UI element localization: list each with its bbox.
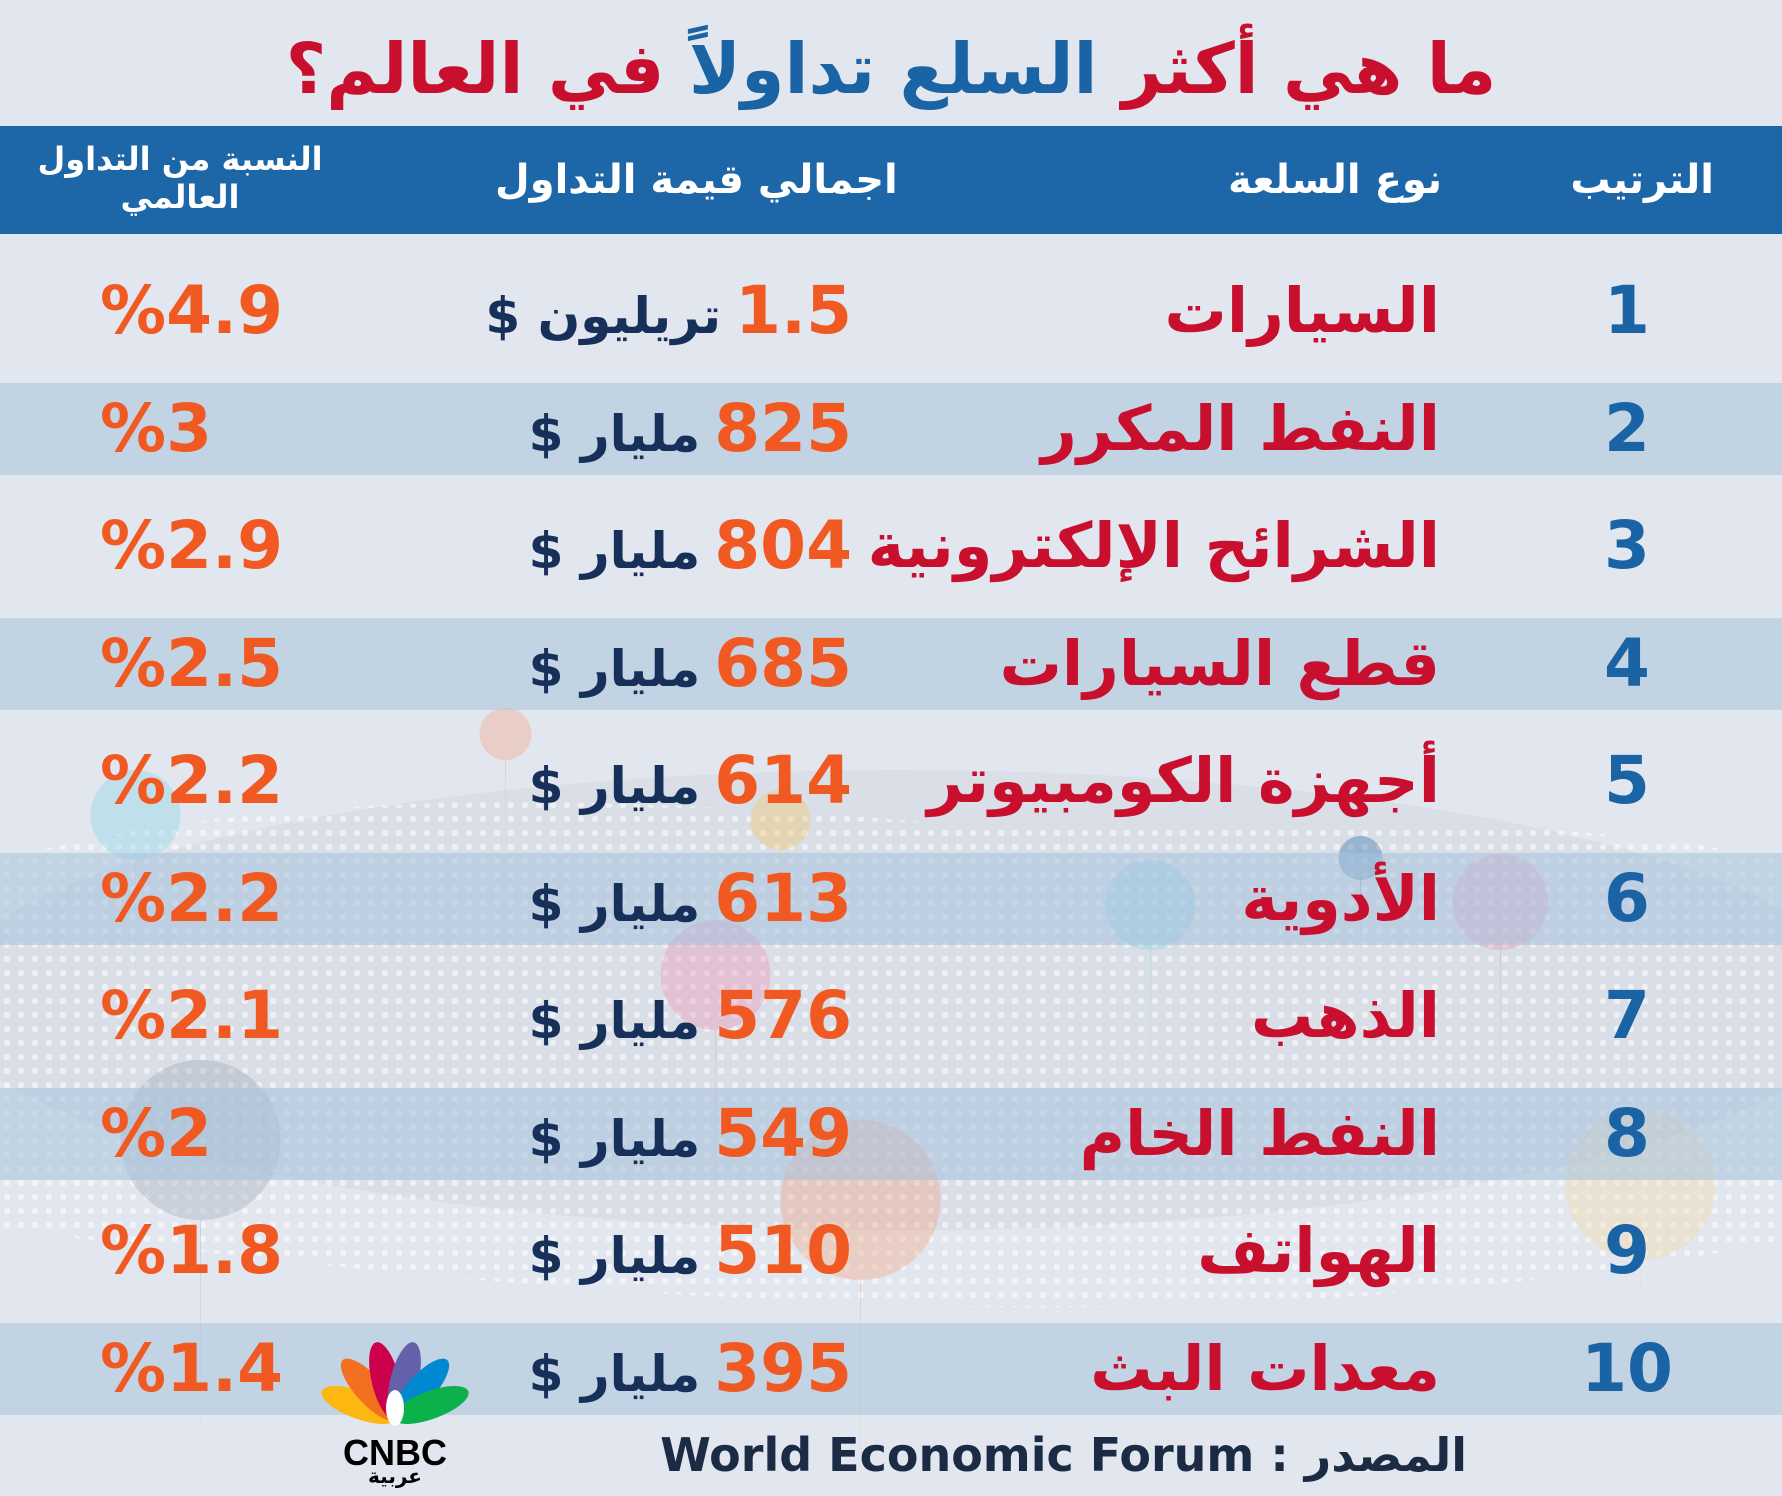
table-row: 9 الهواتف 510مليار $ %1.8 [0, 1205, 1782, 1297]
table-row: 2 النفط المكرر 825مليار $ %3 [0, 382, 1782, 475]
header-type: نوع السلعة [1228, 157, 1442, 203]
share-cell: %1.8 [100, 1212, 284, 1289]
value-unit: مليار $ [528, 404, 701, 463]
value-unit: مليار $ [528, 874, 701, 933]
table-row: 4 قطع السيارات 685مليار $ %2.5 [0, 617, 1782, 710]
share-cell: %2.2 [100, 859, 284, 937]
value-cell: 685مليار $ [529, 618, 852, 710]
rank-cell: 3 [1604, 507, 1650, 584]
value-number: 395 [714, 1329, 852, 1407]
value-cell: 510مليار $ [529, 1205, 852, 1297]
value-cell: 613مليار $ [529, 853, 852, 945]
share-cell: %2.1 [100, 977, 284, 1054]
share-cell: %3 [100, 389, 213, 467]
value-number: 685 [714, 624, 852, 702]
value-cell: 1.5تريليون $ [485, 265, 852, 357]
table-row: 5 أجهزة الكومبيوتر 614مليار $ %2.2 [0, 735, 1782, 827]
value-number: 549 [714, 1094, 852, 1172]
share-cell: %1.4 [100, 1329, 284, 1407]
value-number: 804 [714, 507, 852, 584]
value-unit: مليار $ [528, 992, 701, 1050]
value-unit: مليار $ [528, 639, 701, 698]
header-value: اجمالي قيمة التداول [495, 157, 898, 203]
share-cell: %2.9 [100, 507, 284, 584]
value-unit: مليار $ [528, 1109, 701, 1168]
rank-cell: 10 [1581, 1329, 1673, 1407]
value-cell: 804مليار $ [529, 500, 852, 592]
title-part-3: في العالم؟ [285, 28, 665, 110]
commodity-cell: الهواتف [1197, 1214, 1440, 1287]
value-cell: 825مليار $ [529, 383, 852, 475]
table-row: 8 النفط الخام 549مليار $ %2 [0, 1087, 1782, 1180]
share-cell: %2.5 [100, 624, 284, 702]
share-cell: %2 [100, 1094, 213, 1172]
value-unit: مليار $ [528, 522, 701, 580]
rank-cell: 5 [1604, 742, 1650, 819]
rank-cell: 6 [1604, 859, 1650, 937]
table-header: الترتيب نوع السلعة اجمالي قيمة التداول ا… [0, 126, 1782, 234]
table-row: 1 السيارات 1.5تريليون $ %4.9 [0, 265, 1782, 357]
rank-cell: 8 [1604, 1094, 1650, 1172]
peacock-icon [321, 1342, 469, 1426]
value-cell: 395مليار $ [529, 1323, 852, 1415]
table-row: 3 الشرائح الإلكترونية 804مليار $ %2.9 [0, 500, 1782, 592]
rank-cell: 1 [1604, 272, 1650, 349]
title-part-1: ما هي أكثر [1121, 28, 1497, 110]
value-unit: مليار $ [528, 1227, 701, 1285]
value-number: 576 [714, 977, 852, 1054]
share-cell: %4.9 [100, 272, 284, 349]
table-row: 7 الذهب 576مليار $ %2.1 [0, 970, 1782, 1062]
table-row: 10 معدات البث 395مليار $ %1.4 [0, 1322, 1782, 1415]
commodity-cell: السيارات [1164, 274, 1440, 347]
value-number: 614 [714, 742, 852, 819]
value-number: 613 [714, 859, 852, 937]
commodity-cell: أجهزة الكومبيوتر [927, 744, 1440, 817]
source-label: المصدر : [1270, 1428, 1467, 1482]
page-title: ما هي أكثر السلع تداولاً في العالم؟ [0, 14, 1782, 124]
commodity-cell: الأدوية [1241, 861, 1440, 935]
commodity-cell: الذهب [1251, 979, 1440, 1052]
logo-subtitle: عربية [368, 1464, 422, 1488]
logo-wordmark: CNBC [343, 1432, 447, 1473]
rank-cell: 7 [1604, 977, 1650, 1054]
value-unit: تريليون $ [485, 287, 722, 345]
value-number: 1.5 [735, 272, 852, 349]
header-rank: الترتيب [1570, 157, 1714, 203]
rank-cell: 9 [1604, 1212, 1650, 1289]
cnbc-logo: CNBC عربية [310, 1340, 480, 1488]
commodity-cell: الشرائح الإلكترونية [867, 509, 1440, 582]
commodity-cell: النفط الخام [1079, 1096, 1440, 1170]
header-share: النسبة من التداول العالمي [37, 140, 323, 216]
value-cell: 576مليار $ [529, 970, 852, 1062]
value-number: 825 [714, 389, 852, 467]
value-unit: مليار $ [528, 1344, 701, 1403]
value-unit: مليار $ [528, 757, 701, 815]
value-cell: 549مليار $ [529, 1088, 852, 1180]
title-part-2: السلع تداولاً [688, 28, 1098, 110]
commodity-cell: النفط المكرر [1041, 391, 1440, 465]
source-name: World Economic Forum [660, 1428, 1255, 1482]
rank-cell: 4 [1604, 624, 1650, 702]
rank-cell: 2 [1604, 389, 1650, 467]
source-line: المصدر : World Economic Forum [660, 1428, 1467, 1482]
commodity-cell: قطع السيارات [999, 626, 1440, 700]
share-cell: %2.2 [100, 742, 284, 819]
commodity-cell: معدات البث [1090, 1331, 1440, 1405]
value-number: 510 [714, 1212, 852, 1289]
table-row: 6 الأدوية 613مليار $ %2.2 [0, 852, 1782, 945]
value-cell: 614مليار $ [529, 735, 852, 827]
